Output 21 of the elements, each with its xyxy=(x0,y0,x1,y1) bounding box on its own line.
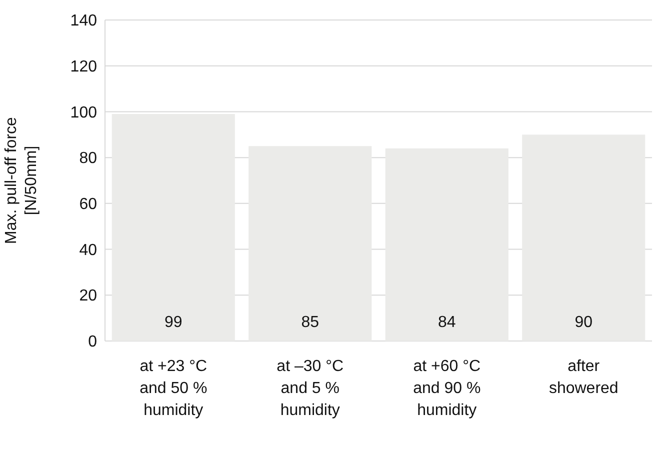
y-tick-label: 100 xyxy=(70,104,98,122)
bar xyxy=(522,134,646,341)
bar xyxy=(385,148,508,341)
y-tick-label: 60 xyxy=(79,196,98,214)
x-tick-label: at +23 °C and 50 % humidity xyxy=(140,358,208,419)
y-tick-label: 80 xyxy=(79,150,98,168)
y-tick-label: 120 xyxy=(70,58,98,76)
y-tick-label: 20 xyxy=(79,288,98,305)
x-tick-label: after showered xyxy=(548,358,618,397)
x-tick-label: at –30 °C and 5 % humidity xyxy=(276,358,344,419)
bar xyxy=(112,114,235,341)
y-tick-label: 0 xyxy=(88,334,98,351)
data-label: 99 xyxy=(164,314,182,331)
data-label: 84 xyxy=(438,314,456,331)
y-tick-label: 140 xyxy=(70,12,98,30)
data-label: 90 xyxy=(574,314,593,331)
x-tick-label: at +60 °C and 90 % humidity xyxy=(413,358,481,419)
y-tick-label: 40 xyxy=(79,242,98,259)
data-label: 85 xyxy=(301,314,320,331)
y-axis-title: Max. pull-off force [N/50mm] xyxy=(3,116,40,244)
bar xyxy=(248,146,372,341)
